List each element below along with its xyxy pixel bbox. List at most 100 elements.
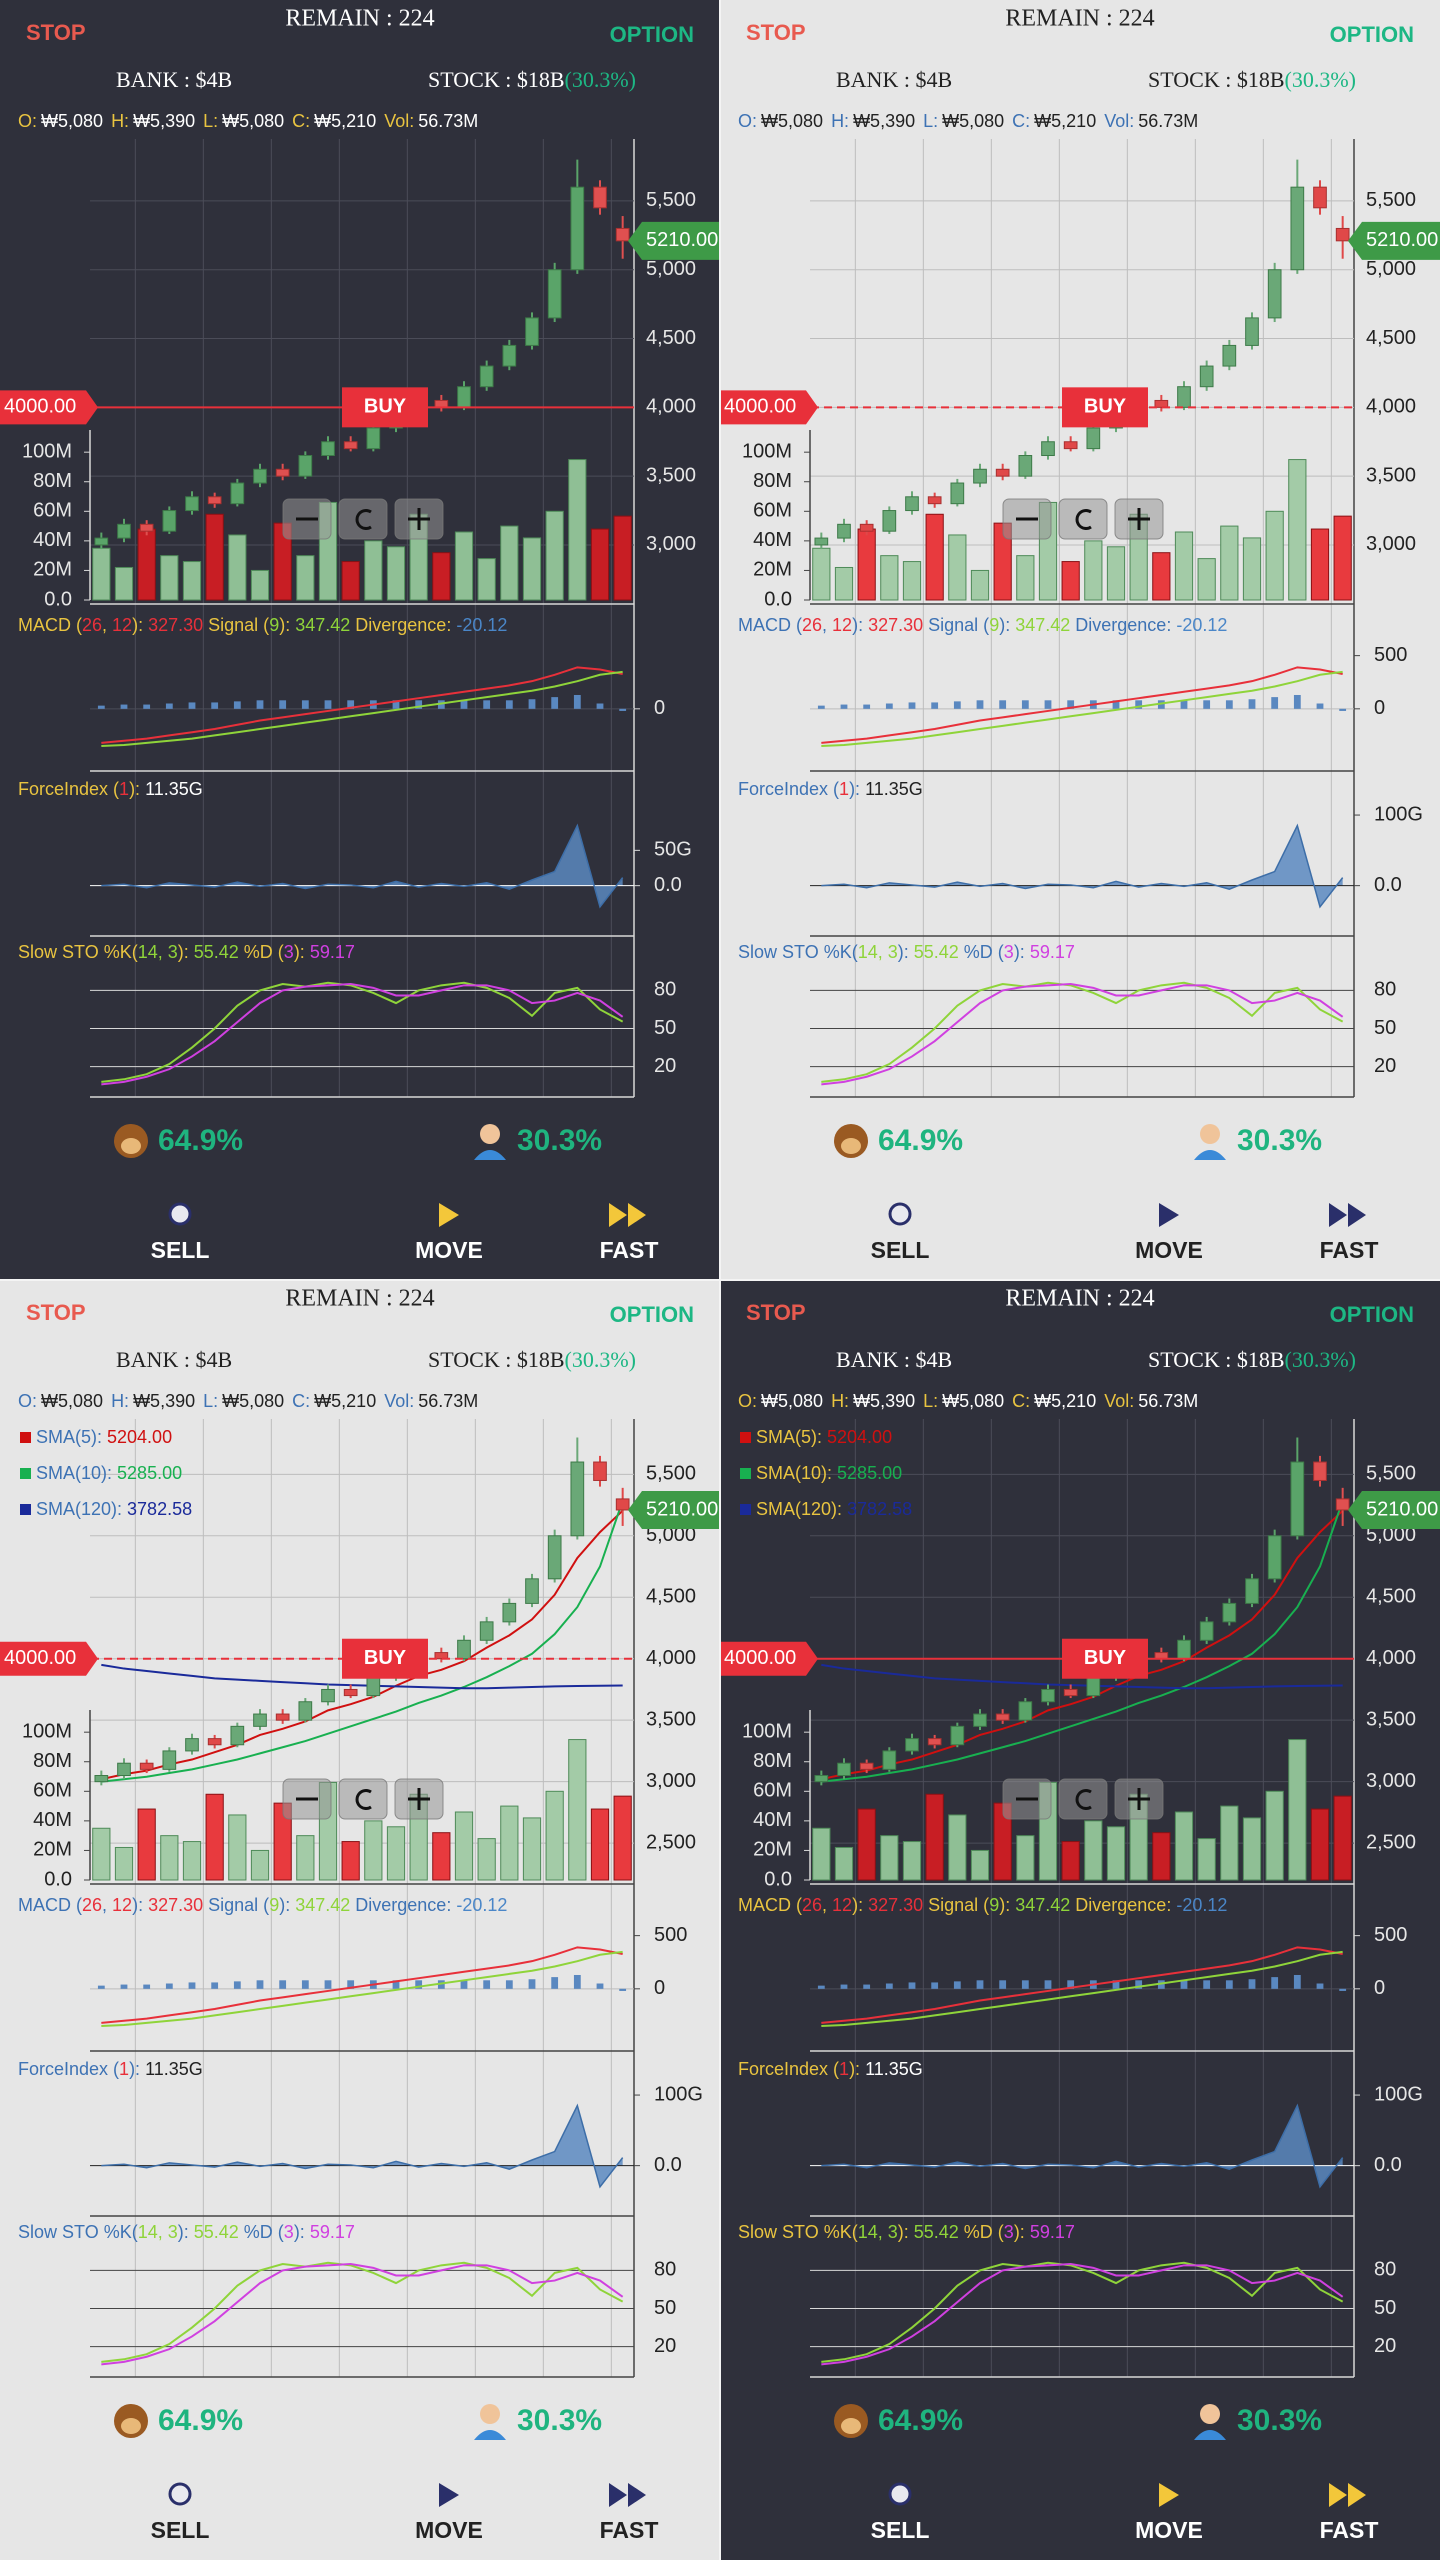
volume-bar <box>1016 555 1035 601</box>
divergence-bar <box>1021 1980 1029 1989</box>
sell-icon[interactable] <box>168 2482 192 2506</box>
last-price-tag <box>1348 1490 1440 1529</box>
move-icon[interactable] <box>439 1203 459 1227</box>
volume-bar <box>160 555 179 601</box>
fast-icon-1[interactable] <box>1329 1203 1347 1227</box>
divergence-bar <box>885 1983 893 1989</box>
macd-label-part: MACD ( <box>18 1895 82 1915</box>
candle-body <box>185 496 199 512</box>
volume-bar <box>137 528 156 601</box>
stoch-tick-label: 50 <box>1374 1017 1396 1039</box>
quote-label: O: <box>18 111 37 131</box>
macd-label-part: 9 <box>269 1895 279 1915</box>
candle-body <box>859 1762 874 1770</box>
action-button-label[interactable]: SELL <box>151 2517 210 2543</box>
volume-bar <box>1152 1832 1171 1881</box>
candle-body <box>1063 1688 1078 1697</box>
volume-tick-label: 20M <box>33 1839 72 1861</box>
fast-icon-2[interactable] <box>628 2483 646 2507</box>
reset-button[interactable] <box>1058 498 1108 540</box>
fast-icon-1[interactable] <box>609 1203 627 1227</box>
move-icon[interactable] <box>1159 1203 1179 1227</box>
sell-icon[interactable] <box>888 2482 912 2506</box>
candle-body <box>1199 365 1214 388</box>
option-button[interactable]: OPTION <box>610 22 694 47</box>
macd-tick-label: 0 <box>654 1977 665 1999</box>
stoch-label-part: 3 <box>284 942 294 962</box>
fast-icon-2[interactable] <box>628 1203 646 1227</box>
quote-value: ₩5,210 <box>1034 1391 1096 1411</box>
fast-icon-2[interactable] <box>1348 1203 1366 1227</box>
volume-tick-label: 60M <box>33 500 72 522</box>
sell-icon[interactable] <box>168 1202 192 1226</box>
stoch-label-part: ): <box>1014 942 1030 962</box>
stock-percent: (30.3%) <box>1285 1347 1356 1372</box>
volume-bar <box>522 537 542 601</box>
reset-button[interactable] <box>338 1778 388 1820</box>
fast-icon-1[interactable] <box>1329 2483 1347 2507</box>
candle-body <box>207 496 222 505</box>
sell-icon[interactable] <box>888 1202 912 1226</box>
move-icon[interactable] <box>439 2483 459 2507</box>
volume-bar <box>1084 1820 1103 1881</box>
macd-label-part: 12 <box>112 615 132 635</box>
volume-bar <box>182 1841 202 1881</box>
macd-label-part: ): <box>132 1895 148 1915</box>
price-tick-label: 5,000 <box>646 258 696 280</box>
monkey-face <box>121 1138 141 1154</box>
macd-label-part: 327.30 <box>148 1895 203 1915</box>
option-button[interactable]: OPTION <box>1330 1302 1414 1327</box>
candle-body <box>253 468 267 484</box>
fast-icon-1[interactable] <box>609 2483 627 2507</box>
volume-bar <box>834 1846 854 1881</box>
quote-label: Vol: <box>384 111 414 131</box>
stop-button[interactable]: STOP <box>746 1300 806 1325</box>
reset-button[interactable] <box>338 498 388 540</box>
quote-value: ₩5,080 <box>761 111 823 131</box>
action-button-label[interactable]: FAST <box>600 1237 659 1263</box>
action-button-label[interactable]: FAST <box>1320 2517 1379 2543</box>
candle-body <box>615 227 630 242</box>
reset-button[interactable] <box>1058 1778 1108 1820</box>
divergence-bar <box>1044 700 1052 709</box>
person-body <box>474 1150 506 1160</box>
volume-bar <box>1220 525 1239 601</box>
action-button-label[interactable]: FAST <box>600 2517 659 2543</box>
stoch-label-part: ): <box>294 2222 310 2242</box>
macd-label: MACD (26, 12): 327.30 Signal (9): 347.42… <box>738 1895 1227 1915</box>
screen: STOP REMAIN : 224 OPTION BANK : $4B STOCK : … <box>720 1280 1440 2560</box>
divergence-bar <box>437 700 445 709</box>
sma-legend-swatch <box>740 1504 751 1515</box>
macd-label-part: Divergence: <box>1070 615 1176 635</box>
stop-button[interactable]: STOP <box>26 20 86 45</box>
stoch-label-part: 55.42 <box>194 2222 239 2242</box>
quote-label: L: <box>923 1391 938 1411</box>
action-button-label[interactable]: SELL <box>871 1237 930 1263</box>
option-button[interactable]: OPTION <box>1330 22 1414 47</box>
person-head <box>480 1124 500 1144</box>
candle-body <box>547 1535 562 1580</box>
volume-bar <box>1220 1805 1239 1881</box>
action-button-label[interactable]: SELL <box>151 1237 210 1263</box>
divergence-bar <box>233 1981 241 1989</box>
action-button-label[interactable]: FAST <box>1320 1237 1379 1263</box>
option-button[interactable]: OPTION <box>610 1302 694 1327</box>
action-button-label[interactable]: MOVE <box>415 2517 483 2543</box>
macd-label-part: Signal ( <box>923 1895 989 1915</box>
action-button-label[interactable]: MOVE <box>1135 2517 1203 2543</box>
divergence-bar <box>976 1980 984 1989</box>
action-button-label[interactable]: MOVE <box>1135 1237 1203 1263</box>
price-tick-label: 4,500 <box>1366 327 1416 349</box>
divergence-bar <box>188 702 196 709</box>
sma-name: SMA(10): <box>756 1463 832 1483</box>
stop-button[interactable]: STOP <box>746 20 806 45</box>
fast-icon-2[interactable] <box>1348 2483 1366 2507</box>
person-head <box>1200 2404 1220 2424</box>
move-icon[interactable] <box>1159 2483 1179 2507</box>
candle-body <box>502 344 517 367</box>
action-button-label[interactable]: MOVE <box>415 1237 483 1263</box>
action-button-label[interactable]: SELL <box>871 2517 930 2543</box>
stop-button[interactable]: STOP <box>26 1300 86 1325</box>
